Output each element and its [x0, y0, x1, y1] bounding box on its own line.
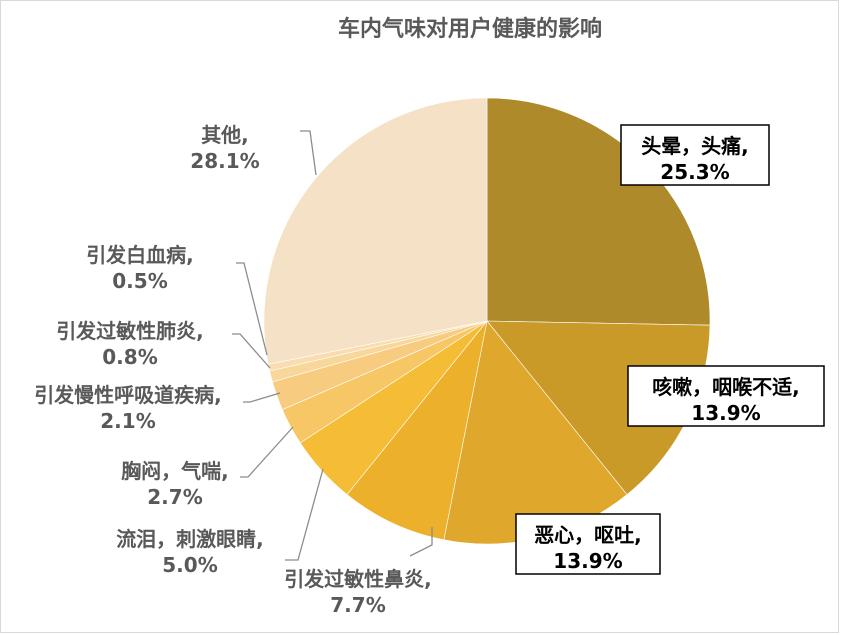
- chart-title: 车内气味对用户健康的影响: [338, 16, 602, 42]
- slice-label-value-8: 0.8%: [102, 345, 157, 369]
- slice-label-value-5: 5.0%: [162, 553, 217, 577]
- slice-label-name-2: 咳嗽，咽喉不适,: [652, 375, 800, 399]
- leader-line-6: [240, 426, 294, 478]
- slice-label-name-4: 引发过敏性鼻炎,: [284, 567, 432, 591]
- label-box-1: [620, 124, 770, 186]
- slice-label-name-3: 恶心，呕吐,: [534, 523, 642, 547]
- slice-label-value-6: 2.7%: [147, 485, 202, 509]
- slice-label-name-7: 引发慢性呼吸道疾病,: [34, 383, 222, 407]
- pie-slice-4: [346, 320, 488, 541]
- slice-label-value-2: 13.9%: [691, 401, 760, 425]
- slice-label-value-4: 7.7%: [330, 593, 385, 617]
- leader-line-4: [409, 527, 433, 557]
- leader-line-7: [243, 392, 281, 403]
- leader-line-10: [300, 130, 317, 176]
- slice-label-value-7: 2.1%: [100, 409, 155, 433]
- leader-line-5: [285, 468, 324, 561]
- pie-slice-10: [263, 97, 488, 365]
- slice-label-value-9: 0.5%: [112, 269, 167, 293]
- slice-label-value-1: 25.3%: [660, 160, 729, 184]
- slice-label-name-6: 胸闷，气喘,: [121, 459, 229, 483]
- slice-label-value-3: 13.9%: [553, 549, 622, 573]
- label-box-3: [515, 513, 661, 575]
- slice-label-name-5: 流泪，刺激眼睛,: [116, 527, 264, 551]
- slice-label-value-10: 28.1%: [190, 149, 259, 173]
- slice-label-name-1: 头晕，头痛,: [641, 134, 749, 158]
- leader-line-8: [232, 333, 271, 369]
- label-box-2: [627, 365, 825, 427]
- slice-label-name-10: 其他,: [201, 123, 249, 147]
- leader-line-9: [236, 262, 268, 356]
- slice-label-name-9: 引发白血病,: [86, 243, 194, 267]
- slice-label-name-8: 引发过敏性肺炎,: [56, 319, 204, 343]
